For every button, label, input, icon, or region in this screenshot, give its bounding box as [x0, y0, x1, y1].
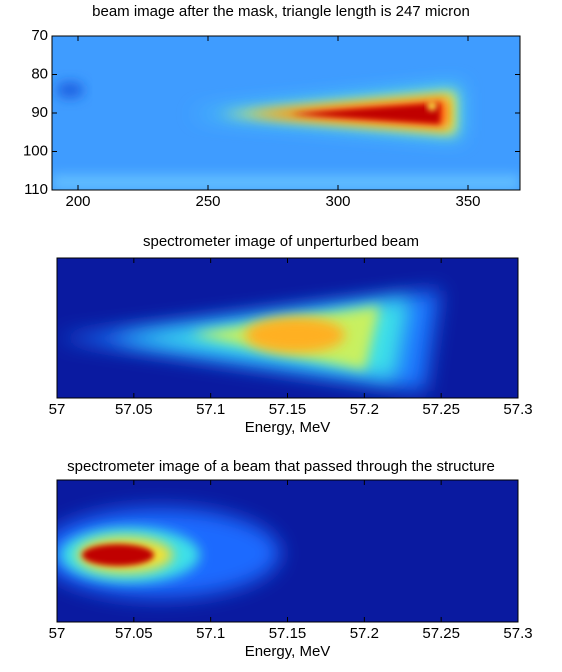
x-tick-label: 57 [49, 625, 66, 642]
chart-title: spectrometer image of a beam that passed… [67, 458, 495, 475]
x-tick-label: 57.3 [503, 625, 532, 642]
spectrometer-image-structure [57, 480, 518, 622]
x-tick-label: 57.25 [422, 625, 460, 642]
x-tick-label: 57.15 [269, 401, 307, 418]
x-tick-label: 250 [195, 193, 220, 210]
beam-image [52, 36, 520, 190]
y-tick-label: 90 [31, 104, 48, 121]
x-axis-label: Energy, MeV [245, 643, 331, 660]
chart-title: spectrometer image of unperturbed beam [143, 233, 419, 250]
x-tick-label: 57 [49, 401, 66, 418]
y-tick-label: 70 [31, 27, 48, 44]
x-tick-label: 57.25 [422, 401, 460, 418]
x-tick-label: 57.15 [269, 625, 307, 642]
chart-title: beam image after the mask, triangle leng… [92, 3, 470, 20]
x-tick-label: 57.2 [350, 625, 379, 642]
y-tick-label: 100 [23, 142, 48, 159]
x-tick-label: 200 [65, 193, 90, 210]
x-tick-label: 57.05 [115, 401, 153, 418]
x-tick-label: 300 [325, 193, 350, 210]
x-tick-label: 57.2 [350, 401, 379, 418]
x-tick-label: 57.3 [503, 401, 532, 418]
y-tick-label: 110 [24, 181, 48, 198]
spectrometer-image-unperturbed [57, 258, 518, 398]
x-tick-label: 57.1 [196, 625, 225, 642]
x-tick-label: 57.05 [115, 625, 153, 642]
x-tick-label: 350 [455, 193, 480, 210]
x-tick-label: 57.1 [196, 401, 225, 418]
x-axis-label: Energy, MeV [245, 419, 331, 436]
y-tick-label: 80 [31, 65, 48, 82]
